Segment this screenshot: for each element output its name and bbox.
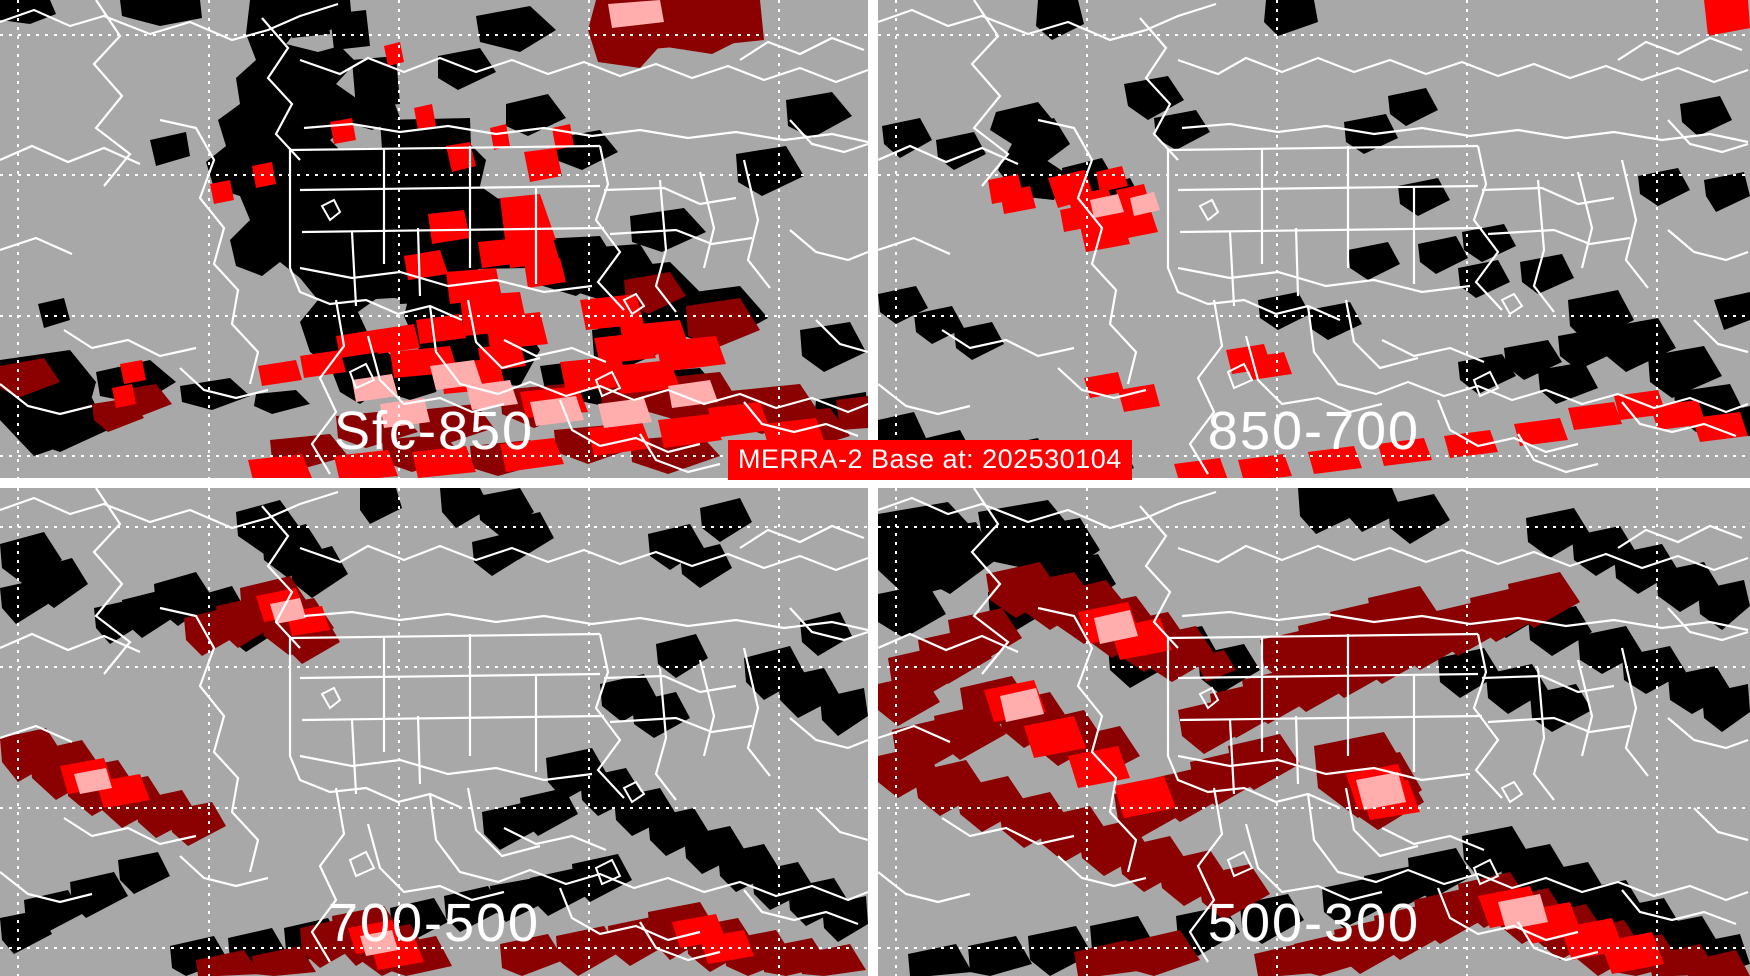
title-banner: MERRA-2 Base at: 202530104	[728, 440, 1132, 480]
island-outline-layer	[320, 686, 646, 886]
bright-red-shading-layer	[988, 0, 1750, 484]
coastline-and-border-layer	[0, 488, 868, 963]
pink-shading-layer	[1090, 192, 1160, 218]
pink-shading-layer	[74, 598, 398, 956]
panel-divider-vertical	[868, 0, 878, 976]
coastline-and-border-layer	[878, 488, 1749, 963]
coastline-and-border-layer	[0, 0, 868, 475]
black-shading-layer	[878, 488, 1750, 976]
panel-divider-horizontal	[0, 478, 1750, 488]
map-panel-500-300[interactable]: 500-300	[878, 488, 1750, 976]
pink-shading-layer	[352, 0, 718, 428]
coastline-and-border-layer	[878, 0, 1749, 475]
island-outline-layer	[1198, 198, 1524, 398]
pink-shading-layer	[1000, 610, 1548, 930]
island-outline-layer	[320, 198, 646, 398]
map-panel-700-500[interactable]: 700-500	[0, 488, 868, 976]
island-outline-layer	[1198, 686, 1524, 886]
black-shading-layer	[0, 488, 868, 976]
map-panel-850-700[interactable]: 850-700	[878, 0, 1750, 484]
map-panel-sfc-850[interactable]: Sfc-850	[0, 0, 868, 484]
